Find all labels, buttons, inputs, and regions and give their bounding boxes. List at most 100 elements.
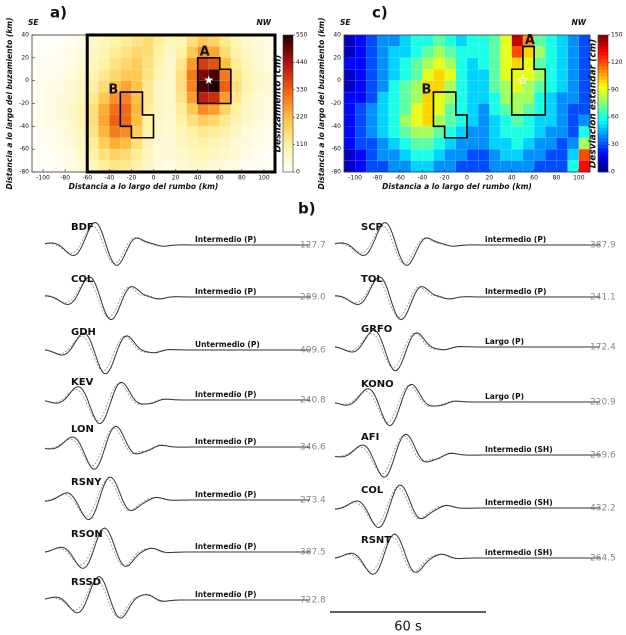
phase-label: Intermedio (P) [195,390,256,399]
cell [433,148,446,162]
cell [241,46,254,59]
synthetic-trace [44,335,310,372]
observed-trace [44,476,310,521]
cell [511,57,524,70]
cell [219,91,232,105]
cell [219,69,232,82]
cell [153,57,166,70]
cell [31,126,44,139]
station-name: RSSD [71,577,101,588]
cell [31,137,44,150]
cell [164,114,177,127]
cell [410,103,423,116]
x-tick-label: -80 [373,175,383,182]
colorbar-step [283,103,293,108]
cell [131,46,143,59]
colorbar-frame [282,34,294,173]
y-tick-label: 0 [337,77,341,84]
amplitude-label: 432.2 [590,504,616,514]
cell [533,69,546,82]
cell [545,114,557,127]
cell [164,148,177,162]
corner-label: SE [28,18,39,27]
cell [388,46,401,59]
amplitude-label: 240.8 [300,396,326,406]
cell [87,46,99,59]
patch-outline [196,57,232,105]
cell [489,91,502,105]
cell [219,126,232,139]
colorbar-step [283,110,293,115]
cell [489,46,502,59]
cell [466,80,479,93]
cell [343,103,356,116]
cell [422,103,434,116]
cell [500,103,513,116]
cell [208,114,221,127]
cell [388,137,401,150]
colorbar-step [598,48,608,53]
colorbar-step [283,89,293,94]
colorbar-step [283,79,293,84]
cell [388,57,401,70]
cell [142,46,154,59]
cell [131,103,143,116]
cell [98,103,110,116]
panel-label: a) [50,4,67,22]
colorbar-step [598,165,608,169]
cell [466,34,479,47]
cell [410,34,423,47]
cell [208,46,221,59]
cell [556,137,569,150]
cell [522,103,535,116]
cell [444,103,457,116]
cell [164,103,177,116]
cell [545,34,557,47]
cell [31,103,44,116]
cell [354,148,367,162]
synthetic-trace [334,384,600,423]
cell [567,69,580,82]
cell [241,137,254,150]
cell [422,34,434,47]
observed-trace [334,484,600,529]
x-tick-label: 40 [508,175,516,182]
cell [186,114,199,127]
cell [31,160,44,173]
cell [477,91,490,105]
cell [252,34,265,47]
cell [164,126,177,139]
panel-label: c) [372,4,388,22]
cell [511,160,524,173]
cell [511,91,524,105]
colorbar-step [283,38,293,43]
cell [186,103,199,116]
colorbar-step [283,165,293,169]
colorbar-step [283,161,293,166]
colorbar-tick-label: 0 [296,169,300,176]
cell [399,137,412,150]
cell [567,114,580,127]
cell [120,148,132,162]
x-tick-label: 20 [172,175,180,182]
synthetic-trace [334,279,600,318]
cell [53,114,66,127]
cell [241,148,254,162]
amplitude-label: 269.6 [590,451,616,461]
cell [87,114,99,127]
colorbar-step [598,168,608,173]
cell [388,103,401,116]
phase-label: Intermedio (P) [195,542,256,551]
cell [164,91,177,105]
cell [109,69,121,82]
colorbar-step [598,82,608,87]
cell [219,57,232,70]
cell [197,91,210,105]
cell [64,80,77,93]
colorbar-tick-label: 60 [611,114,619,121]
cell [556,46,569,59]
corner-label: NW [256,18,271,27]
cell [455,137,468,150]
synthetic-trace [44,279,310,318]
patch-label: B [421,83,431,98]
